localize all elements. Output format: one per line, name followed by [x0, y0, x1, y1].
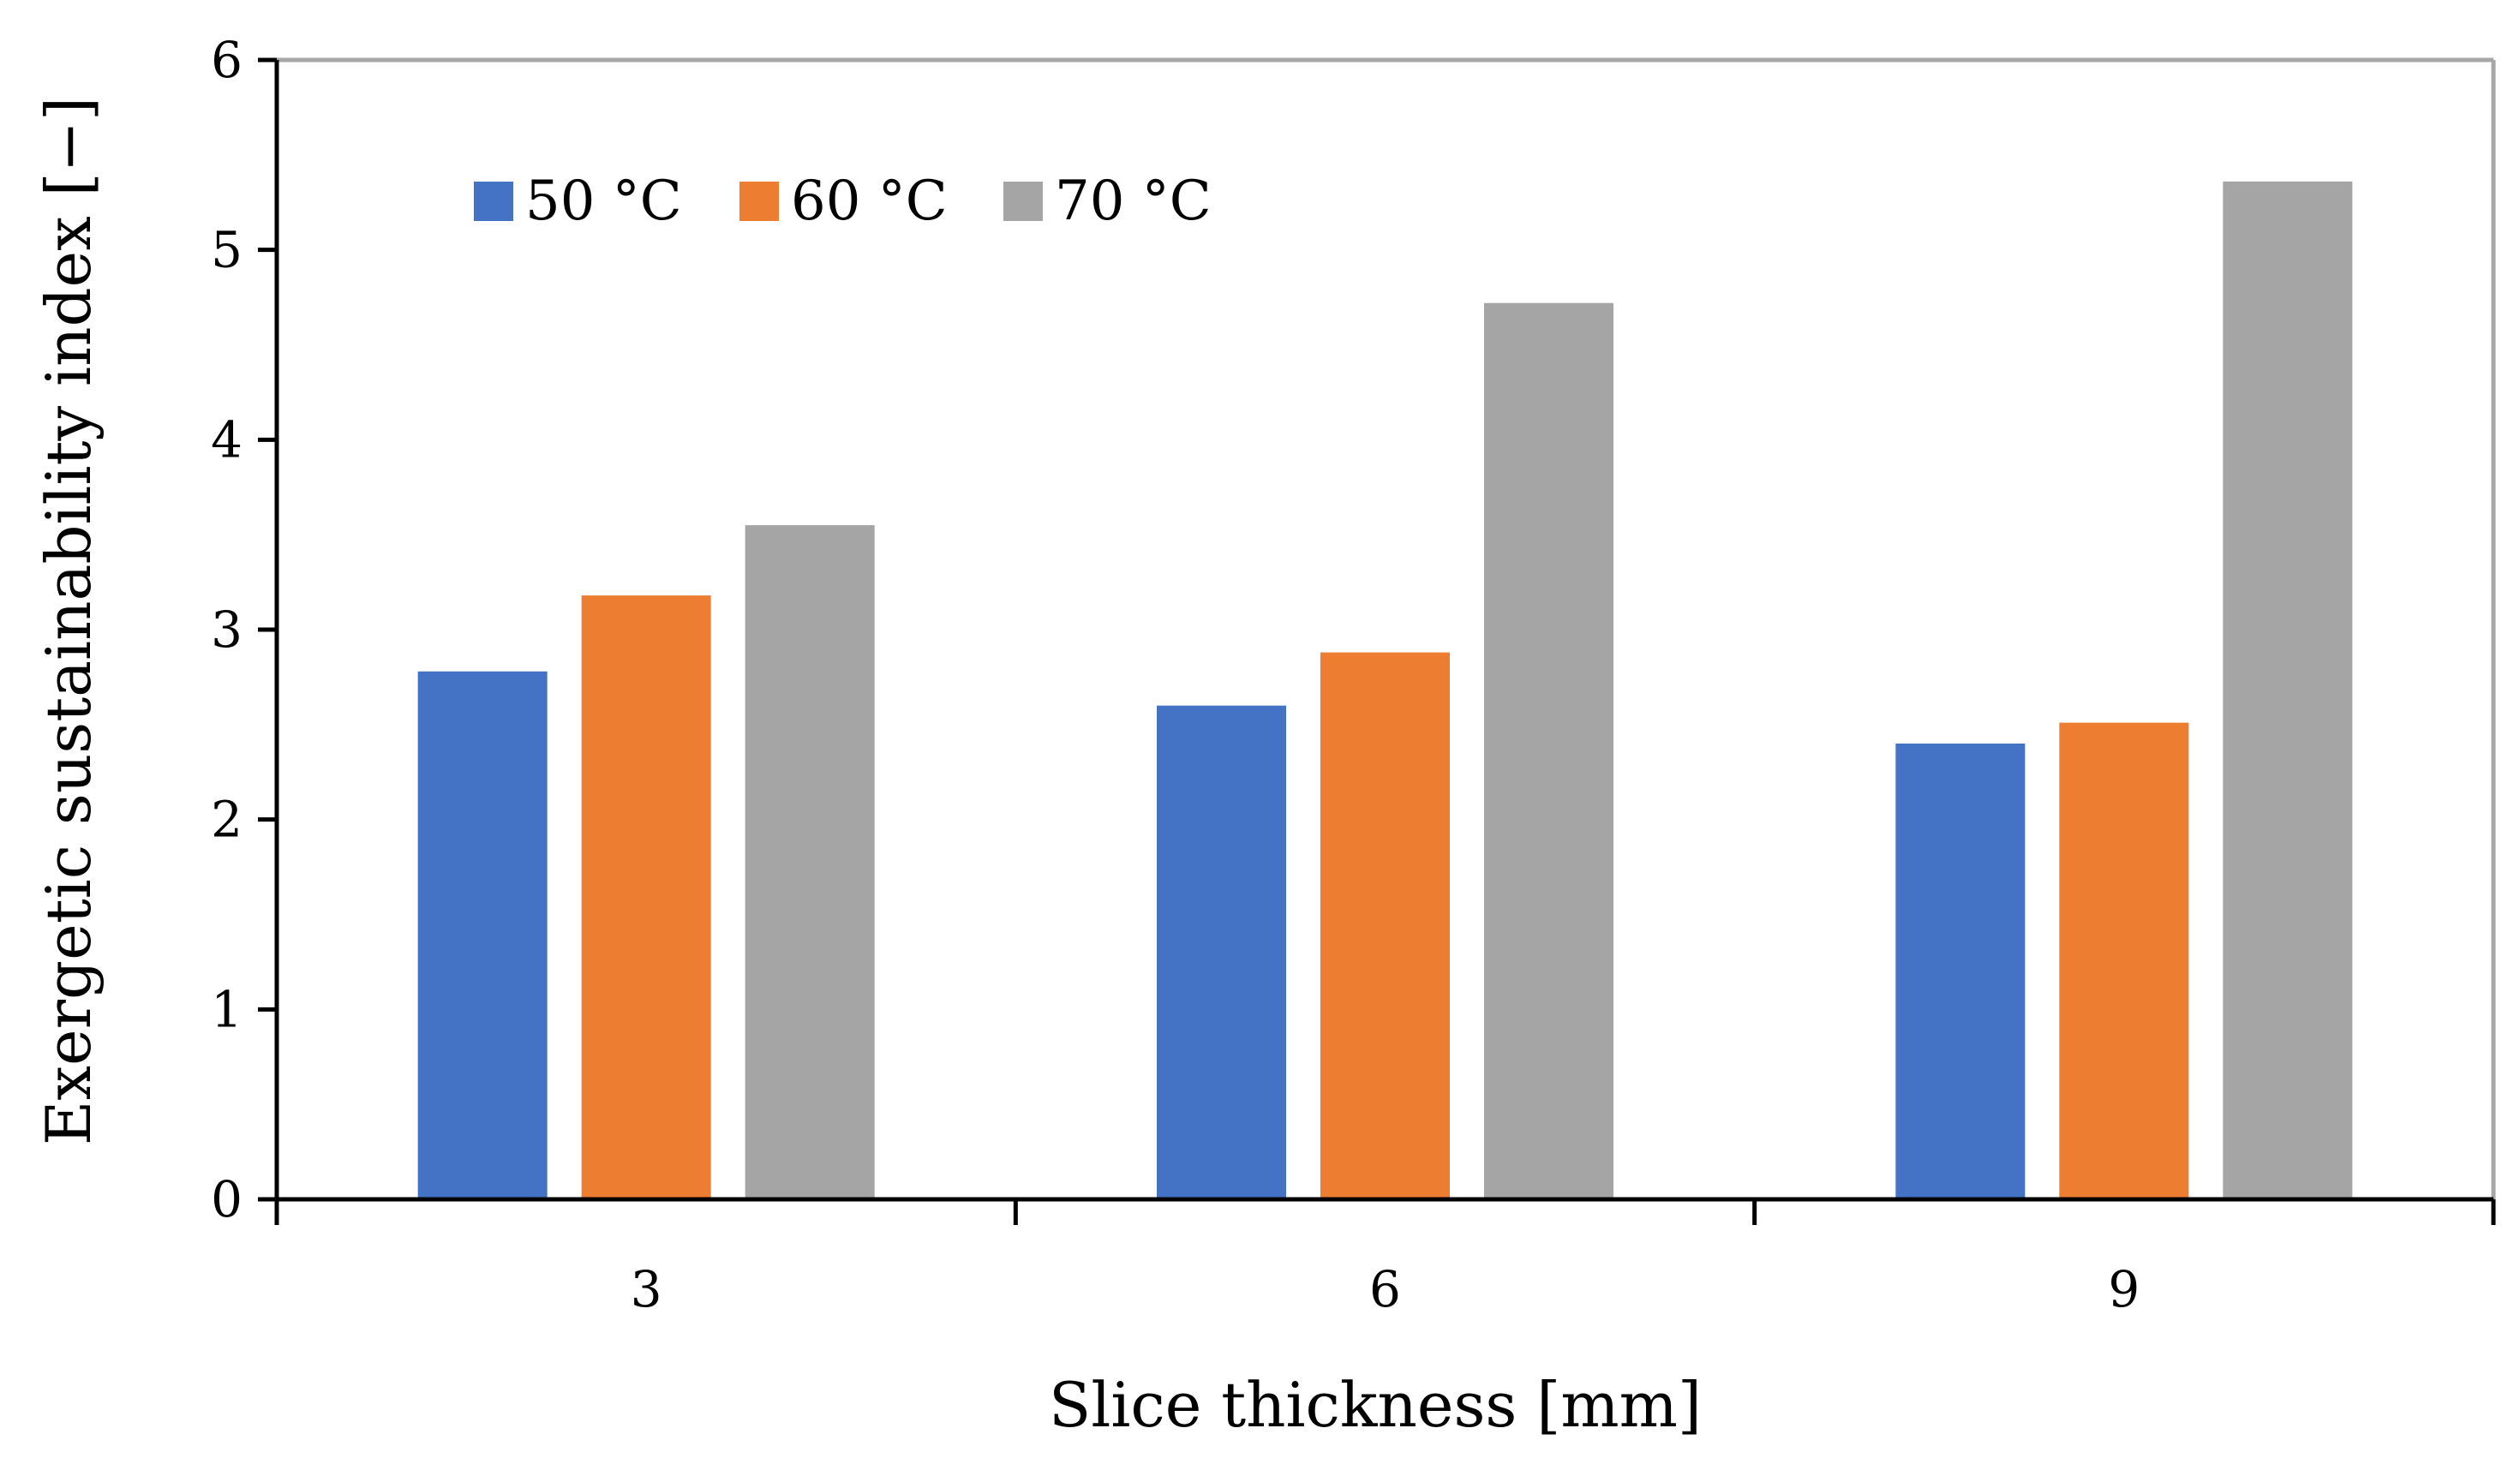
bar-50CC-6mm — [1157, 705, 1286, 1199]
bars-group — [417, 181, 2353, 1199]
x-tick-label: 9 — [2108, 1260, 2140, 1318]
x-tick-label: 3 — [631, 1260, 662, 1318]
y-tick-label: 3 — [211, 601, 242, 659]
bar-50CC-3mm — [417, 671, 548, 1199]
x-tick-label: 6 — [1369, 1260, 1401, 1318]
y-tick-label: 1 — [211, 980, 242, 1038]
plot-area — [277, 57, 2496, 1199]
y-axis-title: Exergetic sustainability index [−] — [33, 97, 105, 1145]
legend-label: 70 °C — [1055, 170, 1212, 233]
legend-item: 60 °C — [739, 170, 948, 233]
bar-70CC-3mm — [745, 525, 875, 1199]
y-tick-label: 4 — [211, 410, 242, 469]
bar-70CC-9mm — [2223, 181, 2353, 1199]
bar-50CC-9mm — [1895, 744, 2026, 1199]
legend: 50 °C 60 °C 70 °C — [474, 170, 1212, 233]
legend-item: 70 °C — [1003, 170, 1212, 233]
legend-item: 50 °C — [474, 170, 682, 233]
y-tick-label: 0 — [211, 1170, 242, 1228]
bar-70CC-6mm — [1484, 302, 1613, 1199]
legend-swatch — [739, 182, 779, 221]
legend-swatch — [474, 182, 513, 221]
legend-label: 60 °C — [791, 170, 948, 233]
bar-60CC-3mm — [581, 595, 711, 1199]
y-tick-label: 2 — [211, 791, 242, 849]
axes-group: 0 1 2 3 4 5 6 3 6 9 — [211, 31, 2496, 1318]
bar-60CC-6mm — [1320, 652, 1450, 1199]
y-tick-label: 6 — [211, 31, 242, 89]
bar-60CC-9mm — [2059, 722, 2189, 1199]
x-axis-title: Slice thickness [mm] — [1049, 1369, 1702, 1441]
legend-swatch — [1003, 182, 1043, 221]
legend-label: 50 °C — [525, 170, 682, 233]
y-tick-label: 5 — [211, 221, 242, 279]
